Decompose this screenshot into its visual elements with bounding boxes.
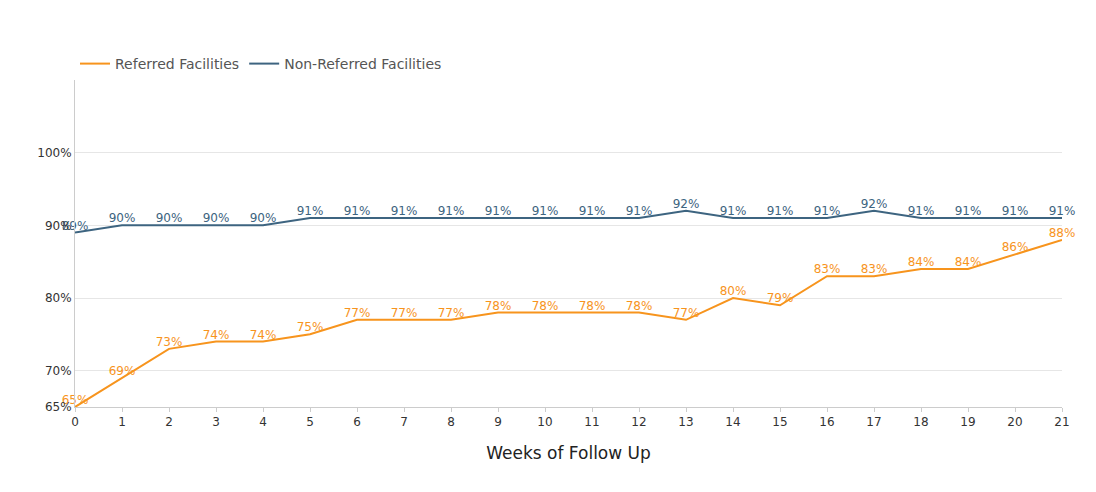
- svg-text:77%: 77%: [344, 306, 371, 320]
- svg-text:77%: 77%: [391, 306, 418, 320]
- svg-text:78%: 78%: [579, 299, 606, 313]
- svg-text:15: 15: [772, 415, 787, 429]
- svg-text:86%: 86%: [1002, 240, 1029, 254]
- svg-text:78%: 78%: [485, 299, 512, 313]
- svg-text:91%: 91%: [767, 204, 794, 218]
- svg-text:80%: 80%: [720, 284, 747, 298]
- svg-text:5: 5: [306, 415, 314, 429]
- svg-text:77%: 77%: [673, 306, 700, 320]
- svg-text:91%: 91%: [344, 204, 371, 218]
- svg-text:78%: 78%: [532, 299, 559, 313]
- svg-text:12: 12: [631, 415, 646, 429]
- svg-text:14: 14: [725, 415, 740, 429]
- svg-text:9: 9: [494, 415, 502, 429]
- svg-text:90%: 90%: [203, 211, 230, 225]
- svg-text:65%: 65%: [62, 393, 89, 407]
- svg-text:7: 7: [400, 415, 408, 429]
- svg-text:Referred Facilities: Referred Facilities: [115, 56, 239, 72]
- svg-text:18: 18: [913, 415, 928, 429]
- svg-text:0: 0: [71, 415, 79, 429]
- svg-text:92%: 92%: [861, 197, 888, 211]
- svg-text:21: 21: [1054, 415, 1069, 429]
- svg-text:91%: 91%: [485, 204, 512, 218]
- svg-text:79%: 79%: [767, 291, 794, 305]
- svg-text:88%: 88%: [1049, 226, 1076, 240]
- svg-text:19: 19: [960, 415, 975, 429]
- svg-text:3: 3: [212, 415, 220, 429]
- svg-text:92%: 92%: [673, 197, 700, 211]
- svg-text:Weeks of Follow Up: Weeks of Follow Up: [486, 443, 651, 463]
- svg-text:8: 8: [447, 415, 455, 429]
- svg-text:69%: 69%: [109, 364, 136, 378]
- svg-text:65%: 65%: [45, 400, 72, 414]
- svg-text:91%: 91%: [814, 204, 841, 218]
- svg-text:91%: 91%: [626, 204, 653, 218]
- svg-text:16: 16: [819, 415, 834, 429]
- svg-text:91%: 91%: [1002, 204, 1029, 218]
- svg-text:6: 6: [353, 415, 361, 429]
- svg-text:91%: 91%: [532, 204, 559, 218]
- svg-text:2: 2: [165, 415, 173, 429]
- svg-text:4: 4: [259, 415, 267, 429]
- svg-text:84%: 84%: [955, 255, 982, 269]
- svg-text:83%: 83%: [814, 262, 841, 276]
- svg-text:91%: 91%: [391, 204, 418, 218]
- svg-text:70%: 70%: [45, 364, 72, 378]
- svg-text:91%: 91%: [908, 204, 935, 218]
- svg-text:1: 1: [118, 415, 126, 429]
- svg-text:11: 11: [584, 415, 599, 429]
- svg-text:17: 17: [866, 415, 881, 429]
- svg-text:89%: 89%: [62, 219, 89, 233]
- svg-text:90%: 90%: [109, 211, 136, 225]
- svg-text:77%: 77%: [438, 306, 465, 320]
- svg-text:91%: 91%: [720, 204, 747, 218]
- svg-text:13: 13: [678, 415, 693, 429]
- svg-text:80%: 80%: [45, 291, 72, 305]
- svg-text:10: 10: [537, 415, 552, 429]
- svg-text:74%: 74%: [203, 328, 230, 342]
- svg-text:20: 20: [1007, 415, 1022, 429]
- svg-text:90%: 90%: [156, 211, 183, 225]
- svg-text:91%: 91%: [1049, 204, 1076, 218]
- svg-text:75%: 75%: [297, 320, 324, 334]
- svg-text:90%: 90%: [45, 219, 72, 233]
- svg-text:73%: 73%: [156, 335, 183, 349]
- svg-text:Non-Referred Facilities: Non-Referred Facilities: [284, 56, 441, 72]
- svg-text:90%: 90%: [250, 211, 277, 225]
- svg-text:84%: 84%: [908, 255, 935, 269]
- svg-text:91%: 91%: [955, 204, 982, 218]
- svg-text:78%: 78%: [626, 299, 653, 313]
- svg-text:91%: 91%: [297, 204, 324, 218]
- svg-text:83%: 83%: [861, 262, 888, 276]
- svg-text:74%: 74%: [250, 328, 277, 342]
- svg-text:91%: 91%: [579, 204, 606, 218]
- svg-text:91%: 91%: [438, 204, 465, 218]
- svg-text:100%: 100%: [37, 146, 71, 160]
